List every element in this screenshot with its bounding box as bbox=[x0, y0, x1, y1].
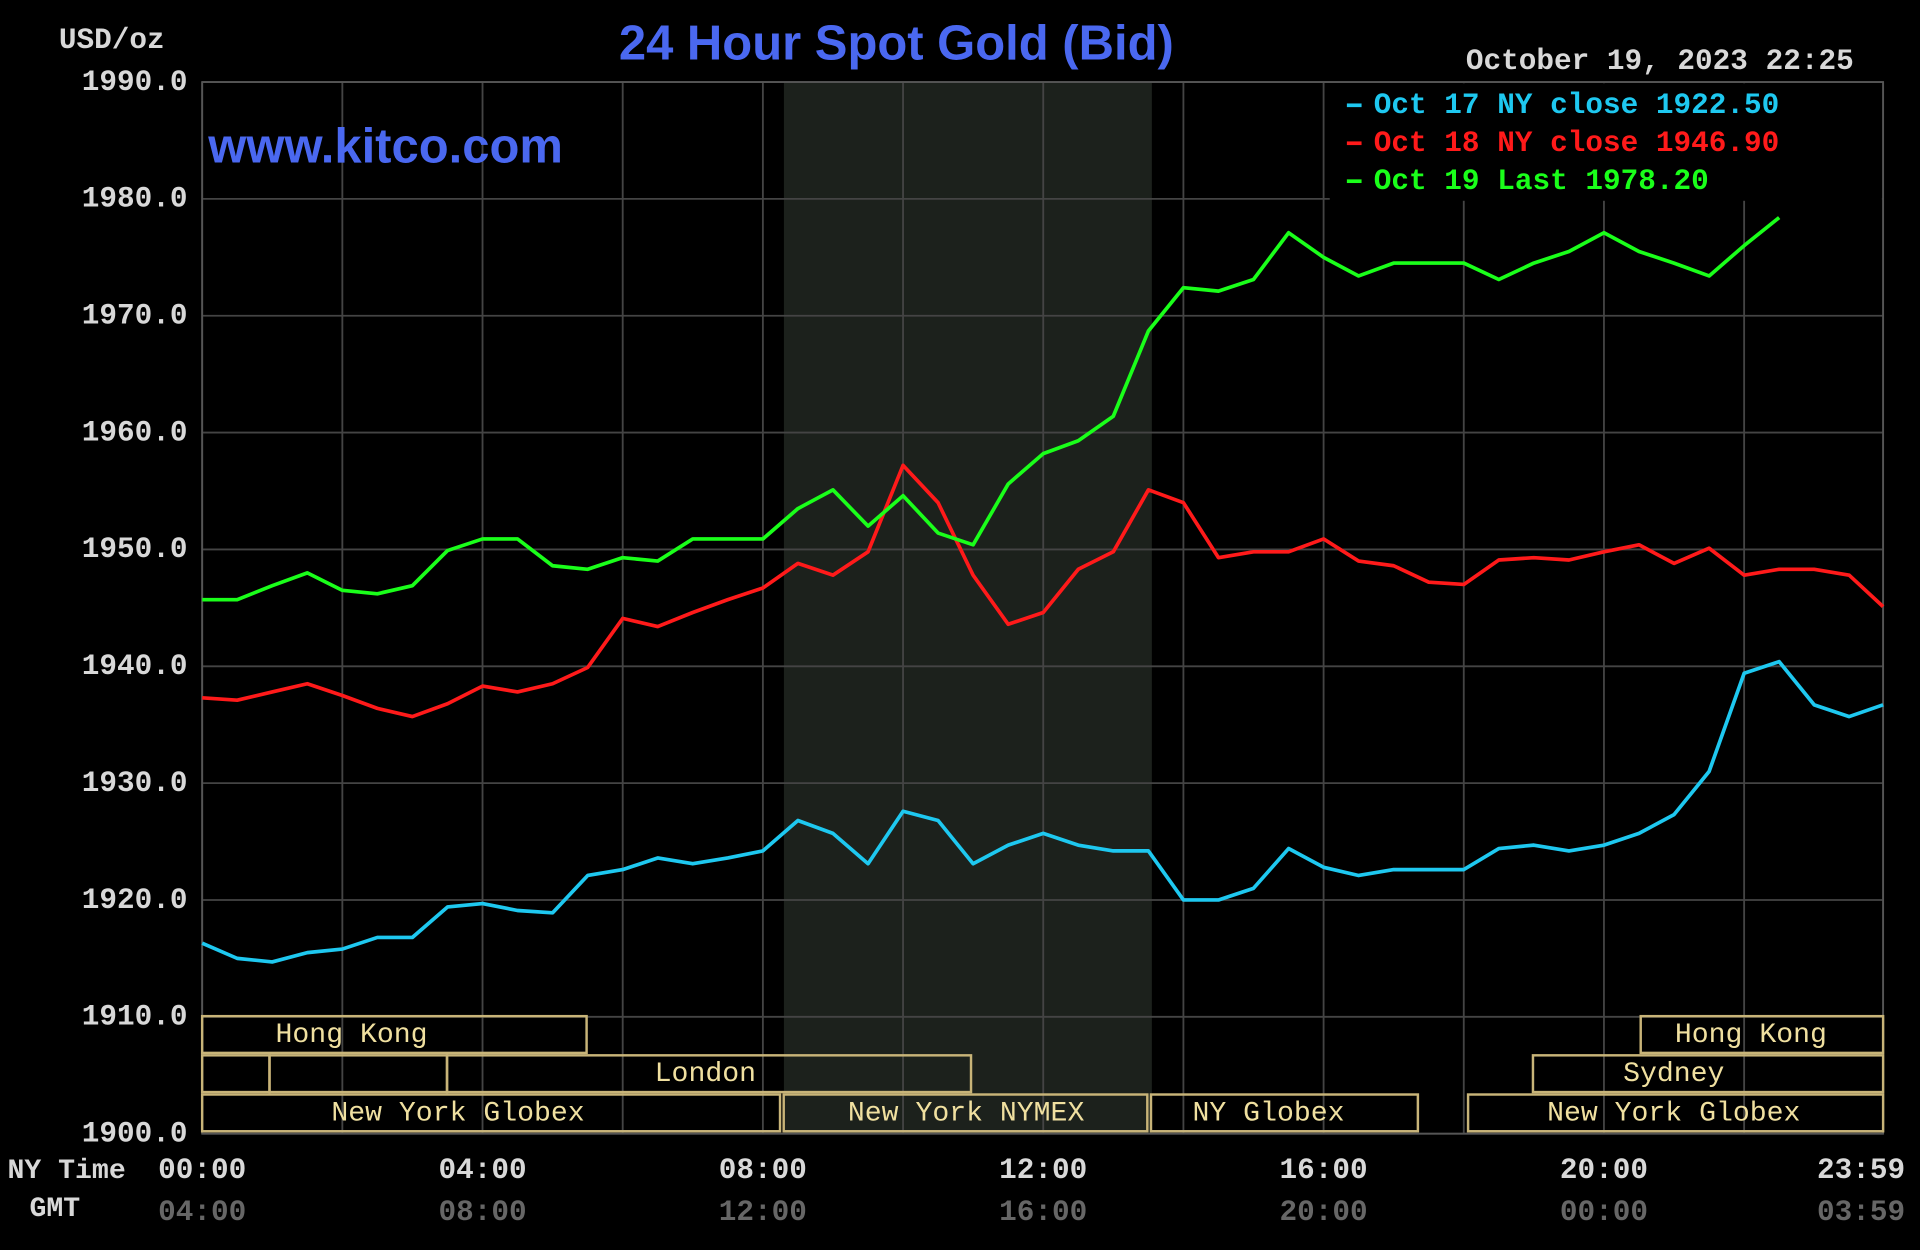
x2-tick-label: 12:00 bbox=[719, 1196, 807, 1229]
session-box bbox=[782, 1093, 1149, 1133]
chart-title: 24 Hour Spot Gold (Bid) bbox=[619, 16, 1174, 70]
session-box bbox=[1639, 1014, 1885, 1055]
legend-box bbox=[1329, 83, 1882, 201]
x2-tick-label: 16:00 bbox=[999, 1196, 1087, 1229]
session-label: Hong Kong bbox=[1675, 1020, 1827, 1051]
plot-frame bbox=[201, 81, 1885, 1135]
x2-tick-label: 20:00 bbox=[1280, 1196, 1368, 1229]
x-tick-label: 20:00 bbox=[1560, 1154, 1648, 1187]
y-tick-label: 1940.0 bbox=[82, 650, 188, 683]
shaded-region bbox=[783, 82, 1152, 1134]
session-label: Hong Kong bbox=[276, 1020, 428, 1051]
y-tick-label: 1910.0 bbox=[82, 1001, 188, 1034]
y-tick-label: 1980.0 bbox=[82, 183, 188, 216]
series-line bbox=[201, 659, 1884, 964]
x2-tick-label: 08:00 bbox=[438, 1196, 526, 1229]
timestamp: October 19, 2023 22:25 bbox=[1466, 45, 1854, 78]
series-line bbox=[202, 463, 1885, 719]
session-box bbox=[445, 1054, 973, 1094]
session-box bbox=[1149, 1093, 1420, 1133]
y-tick-label: 1900.0 bbox=[82, 1117, 188, 1150]
x-tick-label: 04:00 bbox=[438, 1154, 526, 1187]
legend-entry: Oct 18 NY close 1946.90 bbox=[1374, 127, 1779, 160]
y-tick-label: 1950.0 bbox=[82, 533, 188, 566]
legend-entry: Oct 17 NY close 1922.50 bbox=[1374, 89, 1779, 122]
y-tick-label: 1930.0 bbox=[82, 767, 188, 800]
session-label: New York Globex bbox=[1547, 1098, 1800, 1129]
session-box bbox=[200, 1014, 588, 1055]
session-label: London bbox=[655, 1059, 756, 1090]
x-axis-label: NY Time bbox=[8, 1156, 126, 1187]
y-tick-label: 1970.0 bbox=[82, 299, 188, 332]
x-tick-label: 23:59 bbox=[1817, 1154, 1905, 1187]
x-tick-label: 08:00 bbox=[719, 1154, 807, 1187]
y-tick-label: 1960.0 bbox=[82, 416, 188, 449]
series-line bbox=[202, 216, 1781, 602]
session-box bbox=[200, 1093, 782, 1133]
session-label: New York NYMEX bbox=[848, 1098, 1085, 1129]
y-axis-label: USD/oz bbox=[59, 24, 165, 57]
x-tick-label: 16:00 bbox=[1280, 1154, 1368, 1187]
watermark: www.kitco.com bbox=[207, 119, 563, 173]
x-tick-label: 00:00 bbox=[158, 1154, 246, 1187]
legend-entry: Oct 19 Last 1978.20 bbox=[1374, 165, 1709, 198]
session-label: Sydney bbox=[1623, 1059, 1724, 1090]
y-tick-label: 1990.0 bbox=[82, 66, 188, 99]
session-box bbox=[1531, 1054, 1885, 1094]
session-box bbox=[1466, 1093, 1885, 1133]
x2-axis-label: GMT bbox=[30, 1194, 81, 1225]
x-tick-label: 12:00 bbox=[999, 1154, 1087, 1187]
session-label: New York Globex bbox=[331, 1098, 584, 1129]
x2-tick-label: 04:00 bbox=[158, 1196, 246, 1229]
session-label: NY Globex bbox=[1193, 1098, 1345, 1129]
y-tick-label: 1920.0 bbox=[82, 884, 188, 917]
x2-tick-label: 00:00 bbox=[1560, 1196, 1648, 1229]
plot: 1900.0 1910.0 1920.0 1930.0 1940.0 1950.0 1960… bbox=[82, 66, 1905, 1229]
x2-tick-label: 03:59 bbox=[1817, 1196, 1905, 1229]
